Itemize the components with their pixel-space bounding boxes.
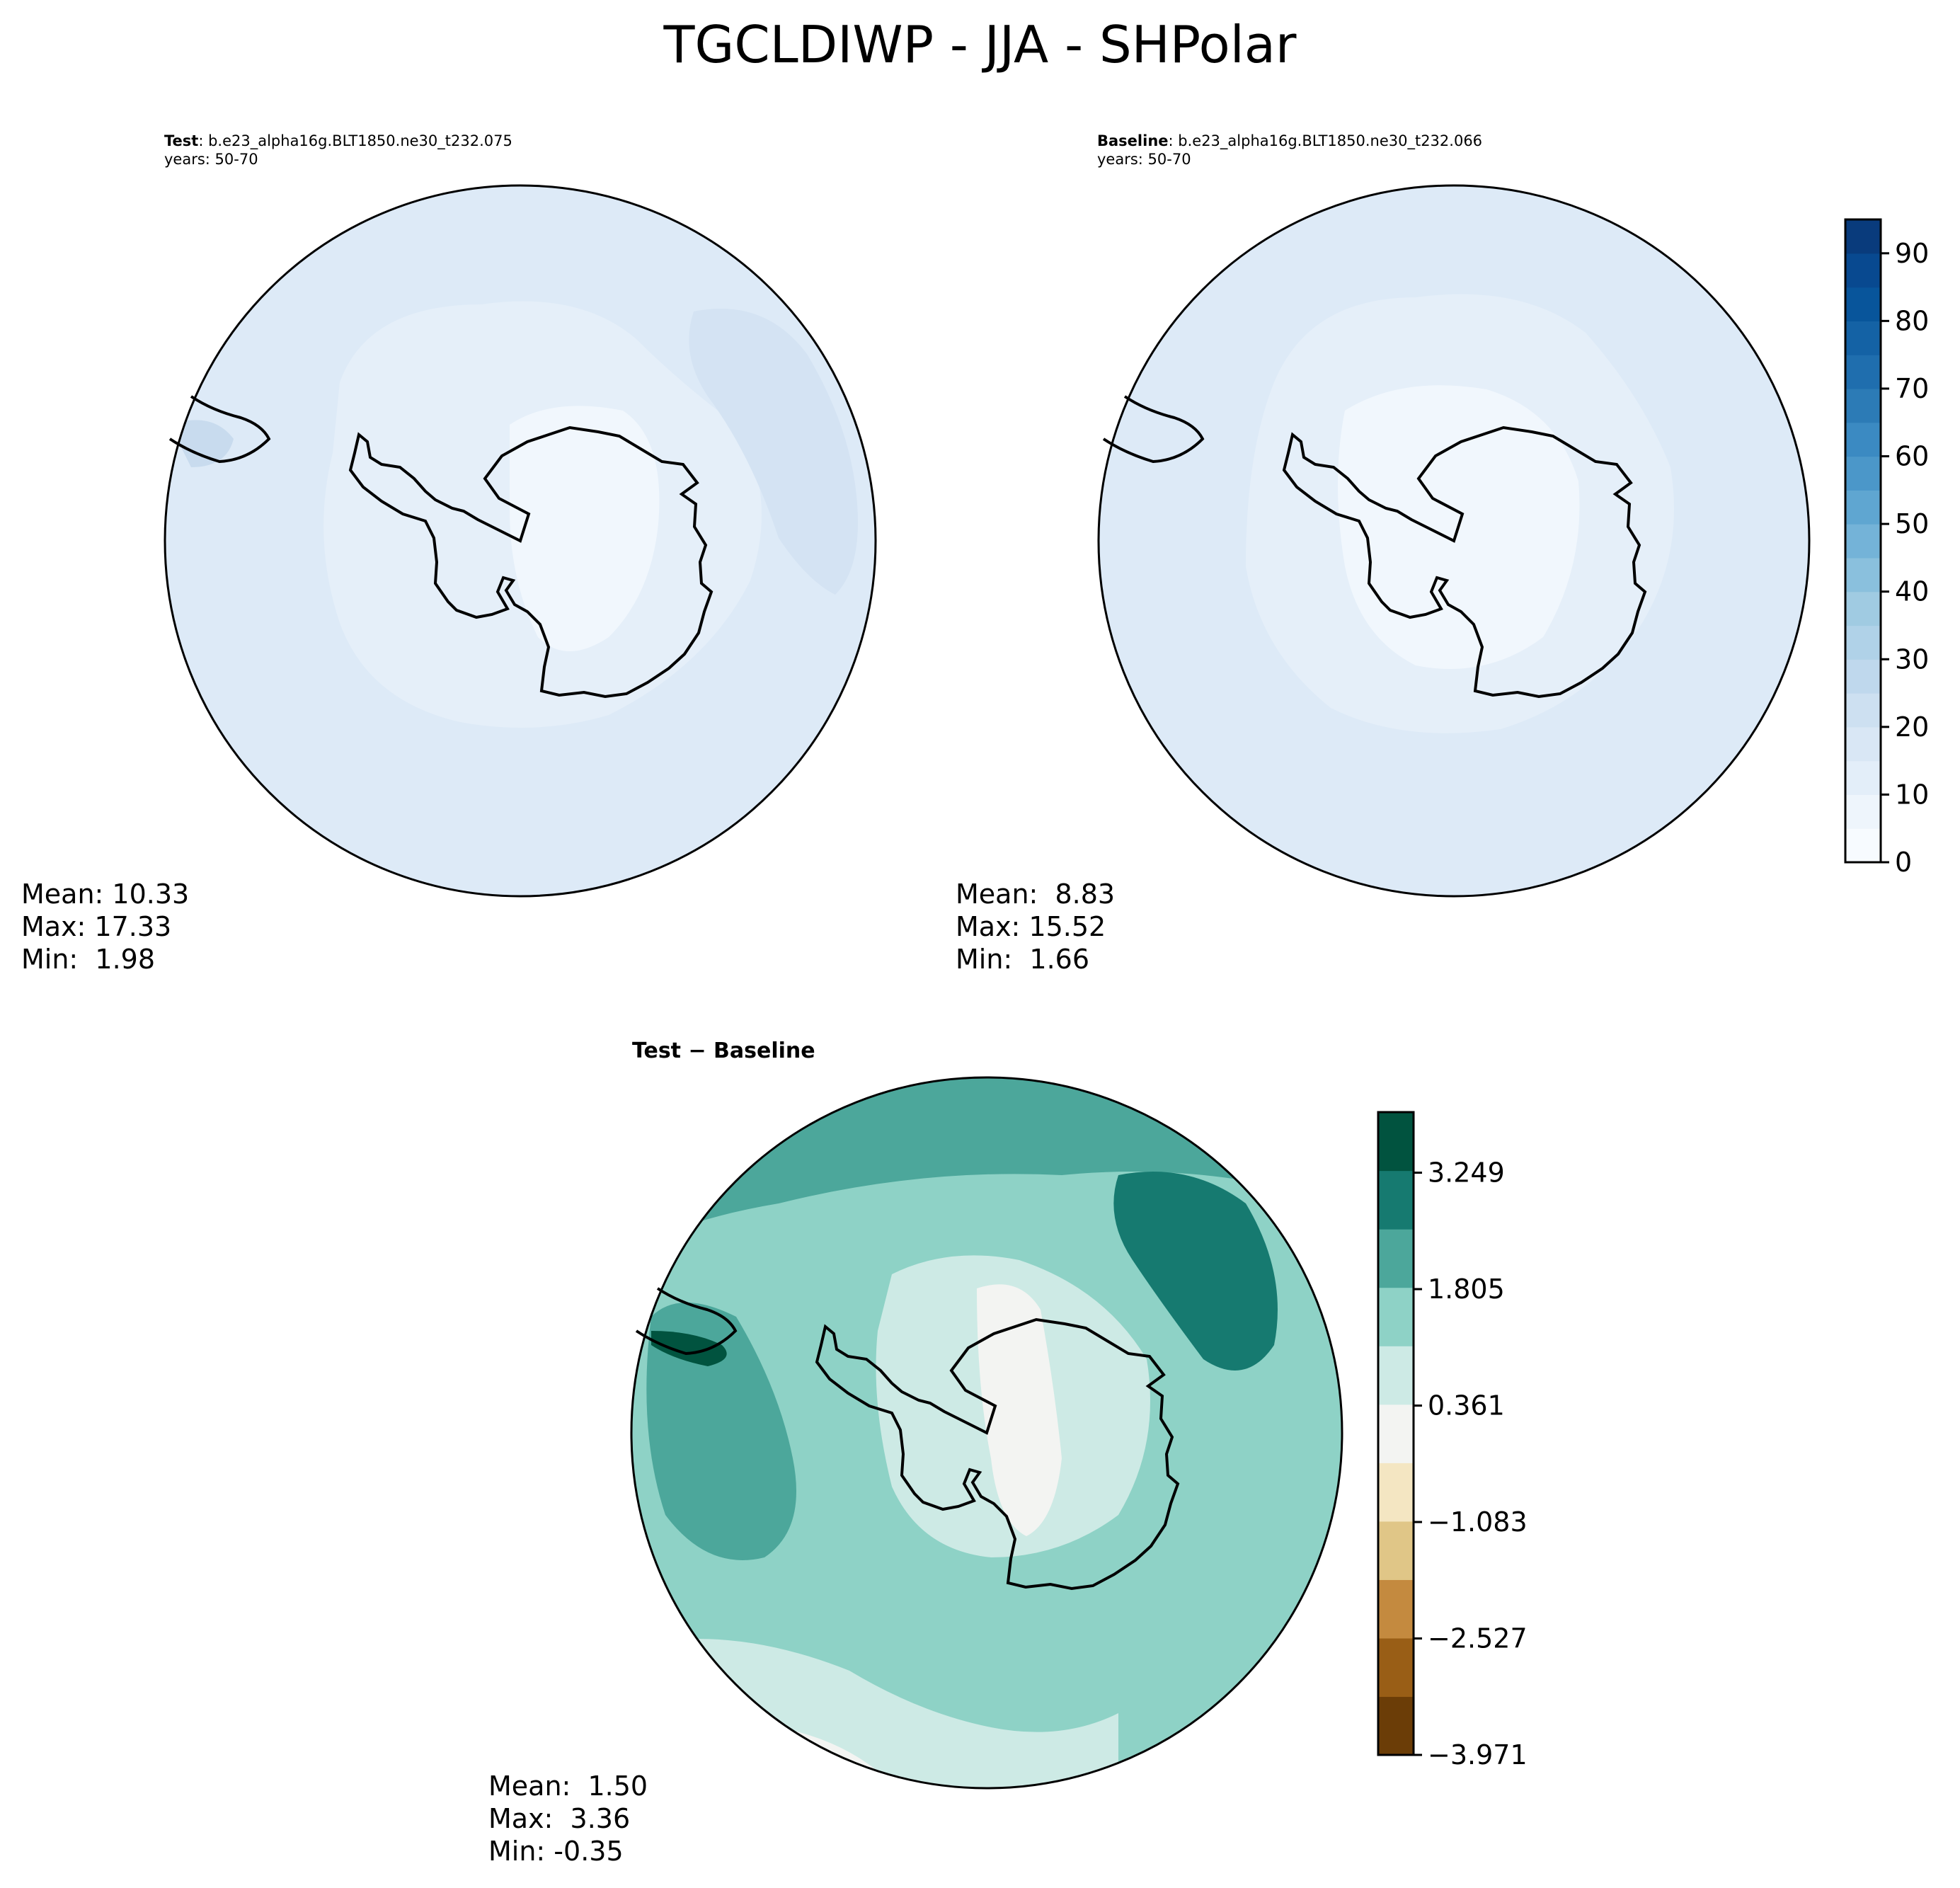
difference-colorbar-swatch [1378,1229,1414,1288]
difference-colorbar-tick-label: 1.805 [1428,1274,1505,1305]
main-colorbar-swatch [1845,422,1881,457]
main-colorbar-tick-label: 70 [1895,373,1929,404]
difference-map [631,1077,1342,1788]
difference-colorbar-tick-label: 3.249 [1428,1157,1505,1189]
difference-colorbar-swatch [1378,1346,1414,1405]
main-colorbar-tick-label: 30 [1895,643,1929,675]
main-colorbar-tick-label: 50 [1895,508,1929,539]
main-colorbar-swatch [1845,591,1881,627]
difference-colorbar-swatch [1378,1112,1414,1172]
difference-colorbar-swatch [1378,1463,1414,1522]
baseline-map-frame [1097,184,1811,898]
figure-title: TGCLDIWP - JJA - SHPolar [663,15,1297,74]
difference-min: Min: -0.35 [488,1836,624,1867]
test-min: Min: 1.98 [21,944,155,975]
difference-contour-west [646,1303,796,1560]
test-max: Max: 17.33 [21,911,172,942]
difference-colorbar-tick-label: 0.361 [1428,1390,1505,1421]
test-panel-title: Test: b.e23_alpha16g.BLT1850.ne30_t232.0… [164,132,512,168]
main-colorbar-swatch [1845,726,1881,762]
difference-map-frame [630,1076,1343,1790]
main-colorbar-tick-label: 0 [1895,847,1912,878]
difference-colorbar-tick-label: −3.971 [1428,1739,1528,1770]
difference-colorbar-tick-label: −2.527 [1428,1623,1528,1654]
test-contour-peninsula [170,420,234,467]
main-colorbar-tick-label: 60 [1895,441,1929,472]
main-colorbar-swatch [1845,490,1881,525]
difference-coastline-south-america [635,1287,738,1356]
difference-contour-pole-zero [977,1284,1062,1536]
baseline-max: Max: 15.52 [956,911,1106,942]
difference-stats: Mean: 1.50 Max: 3.36 Min: -0.35 [488,1770,648,1867]
test-case-name: : b.e23_alpha16g.BLT1850.ne30_t232.075 [198,132,512,149]
main-colorbar-swatch [1845,794,1881,829]
main-colorbar-tick-label: 10 [1895,779,1929,810]
test-contour-pole [510,406,660,651]
difference-colorbar-swatch [1378,1637,1414,1698]
main-colorbar-swatch [1845,321,1881,355]
difference-mean: Mean: 1.50 [488,1770,648,1802]
baseline-coastline-south-america [1102,395,1205,464]
main-colorbar-swatch [1845,388,1881,423]
main-colorbar-swatch [1845,828,1881,863]
main-colorbar: 0 10 20 30 40 50 60 70 80 90 [1844,218,1929,878]
difference-colorbar-swatch [1378,1521,1414,1580]
difference-colorbar: −3.971 −2.527 −1.083 0.361 1.805 3.249 [1377,1111,1528,1770]
difference-colorbar-tick-label: −1.083 [1428,1506,1528,1538]
main-colorbar-swatch [1845,625,1881,660]
difference-colorbar-frame [1377,1111,1415,1756]
test-map [165,185,876,896]
main-colorbar-tick-label: 80 [1895,305,1929,336]
difference-panel-title: Test − Baseline [632,1039,815,1063]
test-years: years: 50-70 [164,151,258,168]
test-contour-band [689,309,858,595]
baseline-stats: Mean: 8.83 Max: 15.52 Min: 1.66 [956,878,1115,976]
main-colorbar-tick-label: 20 [1895,711,1929,743]
main-colorbar-swatch [1845,557,1881,593]
main-colorbar-swatch [1845,760,1881,796]
main-colorbar-tick-label: 90 [1895,238,1929,269]
main-colorbar-swatch [1845,693,1881,728]
difference-max: Max: 3.36 [488,1803,631,1834]
baseline-label: Baseline [1097,132,1169,149]
test-stats: Mean: 10.33 Max: 17.33 Min: 1.98 [21,878,189,976]
difference-colorbar-swatch [1378,1287,1414,1346]
test-label: Test [164,132,199,149]
main-colorbar-swatch [1845,524,1881,559]
baseline-case-name: : b.e23_alpha16g.BLT1850.ne30_t232.066 [1168,132,1483,149]
main-colorbar-frame [1844,218,1882,864]
test-map-frame [164,184,877,898]
difference-contour-east-high [1113,1172,1278,1371]
difference-colorbar-swatch [1378,1404,1414,1463]
test-mean: Mean: 10.33 [21,879,190,910]
main-colorbar-tick-label: 40 [1895,576,1929,607]
difference-colorbar-swatch [1378,1696,1414,1756]
main-colorbar-swatch [1845,659,1881,694]
difference-contour-peninsula-high [651,1331,727,1366]
baseline-years: years: 50-70 [1097,151,1191,168]
baseline-panel-title: Baseline: b.e23_alpha16g.BLT1850.ne30_t2… [1097,132,1482,168]
main-colorbar-swatch [1845,219,1881,254]
main-colorbar-swatch [1845,456,1881,491]
main-colorbar-swatch [1845,287,1881,321]
difference-colorbar-swatch [1378,1579,1414,1639]
baseline-mean: Mean: 8.83 [956,879,1116,910]
main-colorbar-swatch [1845,253,1881,288]
difference-colorbar-swatch [1378,1170,1414,1230]
baseline-min: Min: 1.66 [956,944,1089,975]
test-coastline-south-america [168,395,271,464]
main-colorbar-swatch [1845,355,1881,389]
